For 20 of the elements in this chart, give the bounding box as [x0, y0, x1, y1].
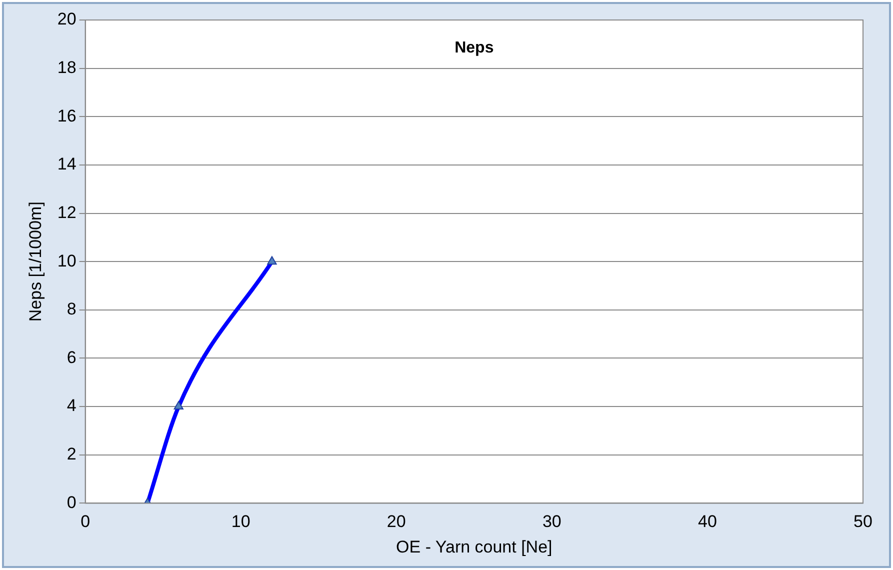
- y-tick-label: 20: [57, 10, 76, 29]
- y-tick-label: 16: [57, 106, 76, 126]
- y-tick-label: 12: [57, 202, 76, 222]
- x-tick-label: 10: [231, 512, 250, 532]
- y-tick-label: 0: [66, 492, 76, 512]
- x-tick-label: 30: [542, 512, 562, 532]
- x-tick-label: 40: [698, 512, 717, 532]
- y-tick-label: 6: [66, 348, 76, 367]
- y-tick-label: 2: [66, 444, 76, 464]
- y-tick-label: 10: [57, 251, 76, 270]
- text: Neps: [454, 39, 494, 56]
- y-tick-label: 4: [66, 396, 76, 416]
- x-tick-label: 50: [854, 512, 872, 532]
- y-tick-label: 18: [57, 58, 76, 78]
- y-tick-label: 8: [66, 300, 76, 319]
- y-tick-label: 14: [57, 154, 76, 174]
- y-axis-title: Neps [1/1000m]: [26, 202, 45, 322]
- x-tick-label: 0: [80, 512, 90, 532]
- x-axis-title: OE - Yarn count [Ne]: [396, 537, 552, 556]
- x-tick-label: 20: [386, 512, 406, 532]
